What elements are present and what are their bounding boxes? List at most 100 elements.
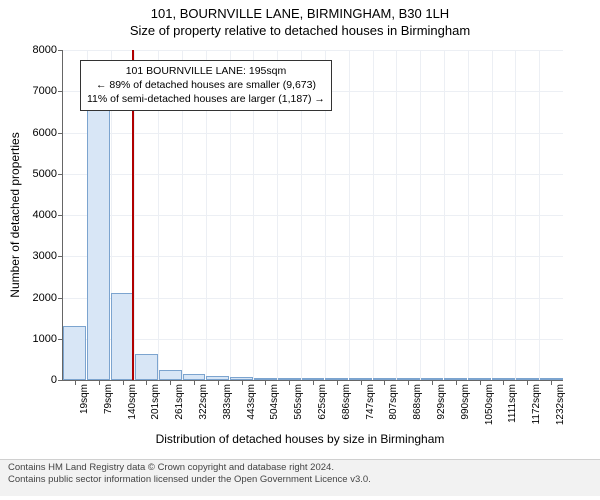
xtick-mark bbox=[194, 380, 195, 385]
annotation-line2: ← 89% of detached houses are smaller (9,… bbox=[87, 78, 325, 92]
xtick-mark bbox=[337, 380, 338, 385]
histogram-bar bbox=[421, 378, 444, 380]
histogram-bar bbox=[206, 376, 229, 380]
xtick-mark bbox=[551, 380, 552, 385]
xtick-label: 504sqm bbox=[269, 384, 280, 420]
ytick-mark bbox=[58, 256, 63, 257]
gridline-v bbox=[468, 50, 469, 380]
y-axis-title: Number of detached properties bbox=[8, 132, 22, 297]
gridline-v bbox=[539, 50, 540, 380]
histogram-bar bbox=[183, 374, 206, 380]
ytick-label: 4000 bbox=[33, 209, 57, 221]
ytick-label: 2000 bbox=[33, 292, 57, 304]
gridline-h bbox=[63, 256, 563, 257]
histogram-bar bbox=[349, 378, 372, 380]
xtick-mark bbox=[384, 380, 385, 385]
footer-line2: Contains public sector information licen… bbox=[8, 474, 592, 486]
ytick-mark bbox=[58, 50, 63, 51]
ytick-label: 8000 bbox=[33, 44, 57, 56]
ytick-label: 0 bbox=[51, 374, 57, 386]
footer: Contains HM Land Registry data © Crown c… bbox=[0, 459, 600, 496]
gridline-v bbox=[420, 50, 421, 380]
histogram-bar bbox=[373, 378, 396, 380]
xtick-mark bbox=[503, 380, 504, 385]
annotation-line1: 101 BOURNVILLE LANE: 195sqm bbox=[87, 64, 325, 78]
xtick-label: 1232sqm bbox=[555, 384, 566, 425]
histogram-bar bbox=[159, 370, 182, 380]
xtick-label: 383sqm bbox=[222, 384, 233, 420]
ytick-label: 3000 bbox=[33, 250, 57, 262]
xtick-label: 19sqm bbox=[79, 384, 90, 414]
xtick-mark bbox=[313, 380, 314, 385]
xtick-mark bbox=[456, 380, 457, 385]
ytick-mark bbox=[58, 91, 63, 92]
xtick-label: 261sqm bbox=[174, 384, 185, 420]
gridline-h bbox=[63, 133, 563, 134]
histogram-bar bbox=[397, 378, 420, 380]
ytick-label: 7000 bbox=[33, 85, 57, 97]
xtick-label: 140sqm bbox=[127, 384, 138, 420]
annotation-line3: 11% of semi-detached houses are larger (… bbox=[87, 92, 325, 106]
ytick-mark bbox=[58, 215, 63, 216]
gridline-v bbox=[492, 50, 493, 380]
histogram-bar bbox=[444, 378, 467, 380]
xtick-label: 686sqm bbox=[341, 384, 352, 420]
xtick-mark bbox=[99, 380, 100, 385]
xtick-label: 322sqm bbox=[198, 384, 209, 420]
ytick-label: 5000 bbox=[33, 168, 57, 180]
ytick-mark bbox=[58, 133, 63, 134]
xtick-label: 79sqm bbox=[103, 384, 114, 414]
gridline-h bbox=[63, 50, 563, 51]
xtick-mark bbox=[75, 380, 76, 385]
annotation-box: 101 BOURNVILLE LANE: 195sqm ← 89% of det… bbox=[80, 60, 332, 111]
xtick-label: 1111sqm bbox=[507, 384, 518, 423]
xtick-mark bbox=[146, 380, 147, 385]
xtick-mark bbox=[361, 380, 362, 385]
ytick-mark bbox=[58, 298, 63, 299]
gridline-v bbox=[515, 50, 516, 380]
gridline-v bbox=[444, 50, 445, 380]
histogram-bar bbox=[516, 378, 539, 380]
xtick-mark bbox=[408, 380, 409, 385]
xtick-label: 201sqm bbox=[150, 384, 161, 420]
gridline-v bbox=[373, 50, 374, 380]
gridline-h bbox=[63, 339, 563, 340]
histogram-bar bbox=[111, 293, 134, 380]
histogram-bar bbox=[540, 378, 563, 380]
xtick-mark bbox=[265, 380, 266, 385]
xtick-mark bbox=[289, 380, 290, 385]
xtick-label: 868sqm bbox=[412, 384, 423, 420]
title-line1: 101, BOURNVILLE LANE, BIRMINGHAM, B30 1L… bbox=[0, 0, 600, 21]
histogram-bar bbox=[87, 104, 110, 380]
xtick-mark bbox=[242, 380, 243, 385]
xtick-label: 443sqm bbox=[246, 384, 257, 420]
histogram-bar bbox=[468, 378, 491, 380]
xtick-label: 565sqm bbox=[293, 384, 304, 420]
xtick-label: 807sqm bbox=[388, 384, 399, 420]
histogram-bar bbox=[230, 377, 253, 380]
ytick-mark bbox=[58, 174, 63, 175]
xtick-mark bbox=[527, 380, 528, 385]
x-axis-title: Distribution of detached houses by size … bbox=[0, 432, 600, 446]
xtick-label: 1172sqm bbox=[531, 384, 542, 424]
histogram-bar bbox=[325, 378, 348, 380]
xtick-mark bbox=[123, 380, 124, 385]
xtick-mark bbox=[218, 380, 219, 385]
ytick-label: 1000 bbox=[33, 333, 57, 345]
xtick-label: 625sqm bbox=[317, 384, 328, 420]
histogram-bar bbox=[135, 354, 158, 380]
title-line2: Size of property relative to detached ho… bbox=[0, 21, 600, 38]
gridline-h bbox=[63, 174, 563, 175]
histogram-bar bbox=[492, 378, 515, 380]
xtick-label: 1050sqm bbox=[484, 384, 495, 425]
gridline-v bbox=[349, 50, 350, 380]
xtick-label: 747sqm bbox=[365, 384, 376, 420]
xtick-mark bbox=[170, 380, 171, 385]
histogram-bar bbox=[302, 378, 325, 380]
xtick-label: 929sqm bbox=[436, 384, 447, 420]
footer-line1: Contains HM Land Registry data © Crown c… bbox=[8, 462, 592, 474]
histogram-bar bbox=[63, 326, 86, 380]
gridline-h bbox=[63, 215, 563, 216]
xtick-label: 990sqm bbox=[460, 384, 471, 420]
xtick-mark bbox=[480, 380, 481, 385]
